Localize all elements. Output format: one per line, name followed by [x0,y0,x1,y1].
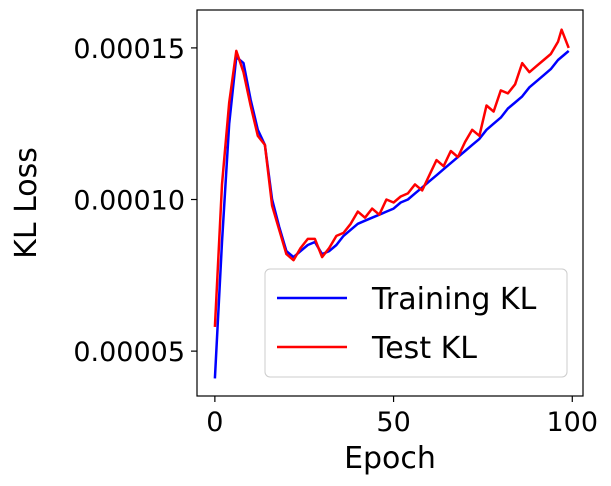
legend-label-test-kl: Test KL [371,331,477,366]
plot-lines [213,28,570,379]
x-axis-ticks: 0 50 100 [206,396,598,438]
y-tick-label: 0.00010 [73,186,185,217]
legend-label-training-kl: Training KL [371,282,537,317]
legend-box [264,268,568,378]
series-line-training-kl [213,49,570,379]
y-axis-ticks: 0.00005 0.00010 0.00015 [73,34,197,368]
y-tick-label: 0.00015 [73,34,185,65]
x-axis-label: Epoch [344,441,436,476]
y-axis-label: KL Loss [9,147,44,259]
x-tick-label: 0 [206,407,223,438]
x-tick-label: 100 [547,407,599,438]
legend: Training KL Test KL [264,268,568,378]
x-tick-label: 50 [376,407,410,438]
plot-frame [196,9,584,397]
series-line-test-kl [213,28,570,327]
y-tick-label: 0.00005 [73,337,185,368]
